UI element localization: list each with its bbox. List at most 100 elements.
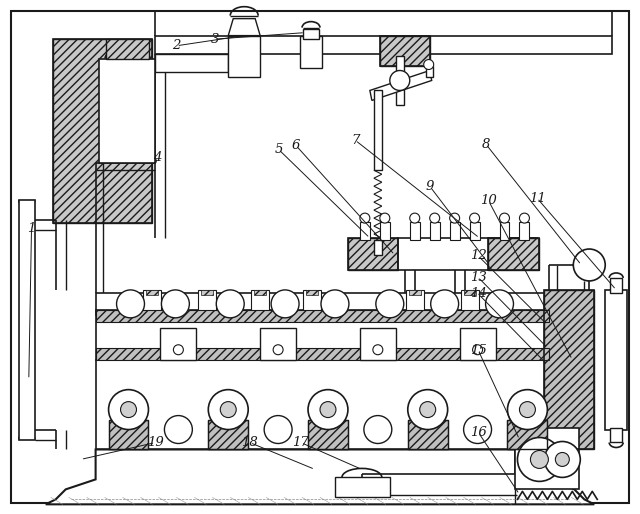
Bar <box>52 39 152 223</box>
Circle shape <box>531 450 548 468</box>
Circle shape <box>499 213 509 223</box>
Circle shape <box>472 345 483 355</box>
Bar <box>545 290 595 449</box>
Circle shape <box>321 290 349 318</box>
Bar <box>508 419 547 449</box>
Circle shape <box>520 401 536 417</box>
Bar <box>95 310 549 360</box>
Circle shape <box>364 416 392 444</box>
Bar <box>515 428 579 489</box>
Circle shape <box>120 401 136 417</box>
Circle shape <box>470 213 479 223</box>
Bar <box>19 200 35 439</box>
Bar <box>380 222 390 240</box>
Bar <box>429 222 440 240</box>
Bar <box>488 238 540 270</box>
Circle shape <box>463 416 492 444</box>
Bar <box>360 222 370 240</box>
Circle shape <box>508 390 547 430</box>
Bar <box>147 290 159 295</box>
Bar <box>260 328 296 360</box>
Text: 1: 1 <box>28 223 36 235</box>
Circle shape <box>380 213 390 223</box>
Bar <box>161 328 196 360</box>
Circle shape <box>320 401 336 417</box>
Circle shape <box>518 437 561 482</box>
Text: 13: 13 <box>470 271 486 284</box>
Text: 16: 16 <box>470 426 486 439</box>
Bar <box>208 419 248 449</box>
Bar <box>109 419 148 449</box>
Circle shape <box>373 345 383 355</box>
Text: 6: 6 <box>292 139 300 152</box>
Bar <box>202 290 213 295</box>
Bar <box>398 238 538 270</box>
Bar <box>408 419 447 449</box>
Bar <box>143 290 161 318</box>
Bar <box>470 222 479 240</box>
Bar <box>610 278 622 293</box>
Circle shape <box>264 416 292 444</box>
Bar <box>374 240 382 255</box>
Bar <box>380 35 429 65</box>
Circle shape <box>273 345 283 355</box>
Circle shape <box>556 452 570 466</box>
Circle shape <box>376 290 404 318</box>
Bar <box>52 39 152 223</box>
Polygon shape <box>370 70 432 100</box>
Circle shape <box>431 290 459 318</box>
Circle shape <box>410 213 420 223</box>
Circle shape <box>109 390 148 430</box>
Circle shape <box>424 60 434 69</box>
Circle shape <box>420 401 436 417</box>
Bar <box>303 29 319 39</box>
Bar <box>360 328 396 360</box>
Bar <box>380 35 429 65</box>
Text: 2: 2 <box>172 39 180 52</box>
Bar <box>545 290 595 449</box>
Text: 15: 15 <box>470 344 486 357</box>
Circle shape <box>173 345 184 355</box>
Bar <box>348 238 398 270</box>
Bar <box>99 59 156 163</box>
Bar <box>408 419 447 449</box>
Bar <box>308 419 348 449</box>
Bar <box>156 35 612 53</box>
Circle shape <box>164 416 193 444</box>
Circle shape <box>208 390 248 430</box>
Bar <box>208 419 248 449</box>
Bar <box>303 290 321 318</box>
Bar <box>335 478 390 498</box>
Bar <box>396 56 404 105</box>
Text: 18: 18 <box>241 436 258 449</box>
Bar <box>508 419 547 449</box>
Bar <box>520 222 529 240</box>
Bar <box>95 360 549 449</box>
Circle shape <box>390 70 410 90</box>
Circle shape <box>573 249 605 281</box>
Circle shape <box>216 290 244 318</box>
Bar <box>198 290 216 318</box>
Bar <box>308 419 348 449</box>
Bar <box>409 290 420 295</box>
Bar <box>156 53 228 71</box>
Bar <box>254 290 266 295</box>
Text: 10: 10 <box>480 194 497 207</box>
Text: 14: 14 <box>470 287 486 300</box>
Bar <box>406 290 424 318</box>
Circle shape <box>408 390 447 430</box>
Text: 7: 7 <box>351 134 359 146</box>
Circle shape <box>271 290 299 318</box>
Bar <box>251 290 269 318</box>
Bar <box>450 222 460 240</box>
Circle shape <box>520 213 529 223</box>
Bar <box>306 290 318 295</box>
Bar <box>300 35 322 67</box>
Bar <box>463 290 476 295</box>
Bar <box>228 35 260 78</box>
Bar <box>499 222 509 240</box>
Bar <box>605 290 627 430</box>
Bar <box>488 238 540 270</box>
Bar <box>106 39 150 59</box>
Text: 9: 9 <box>426 180 434 193</box>
